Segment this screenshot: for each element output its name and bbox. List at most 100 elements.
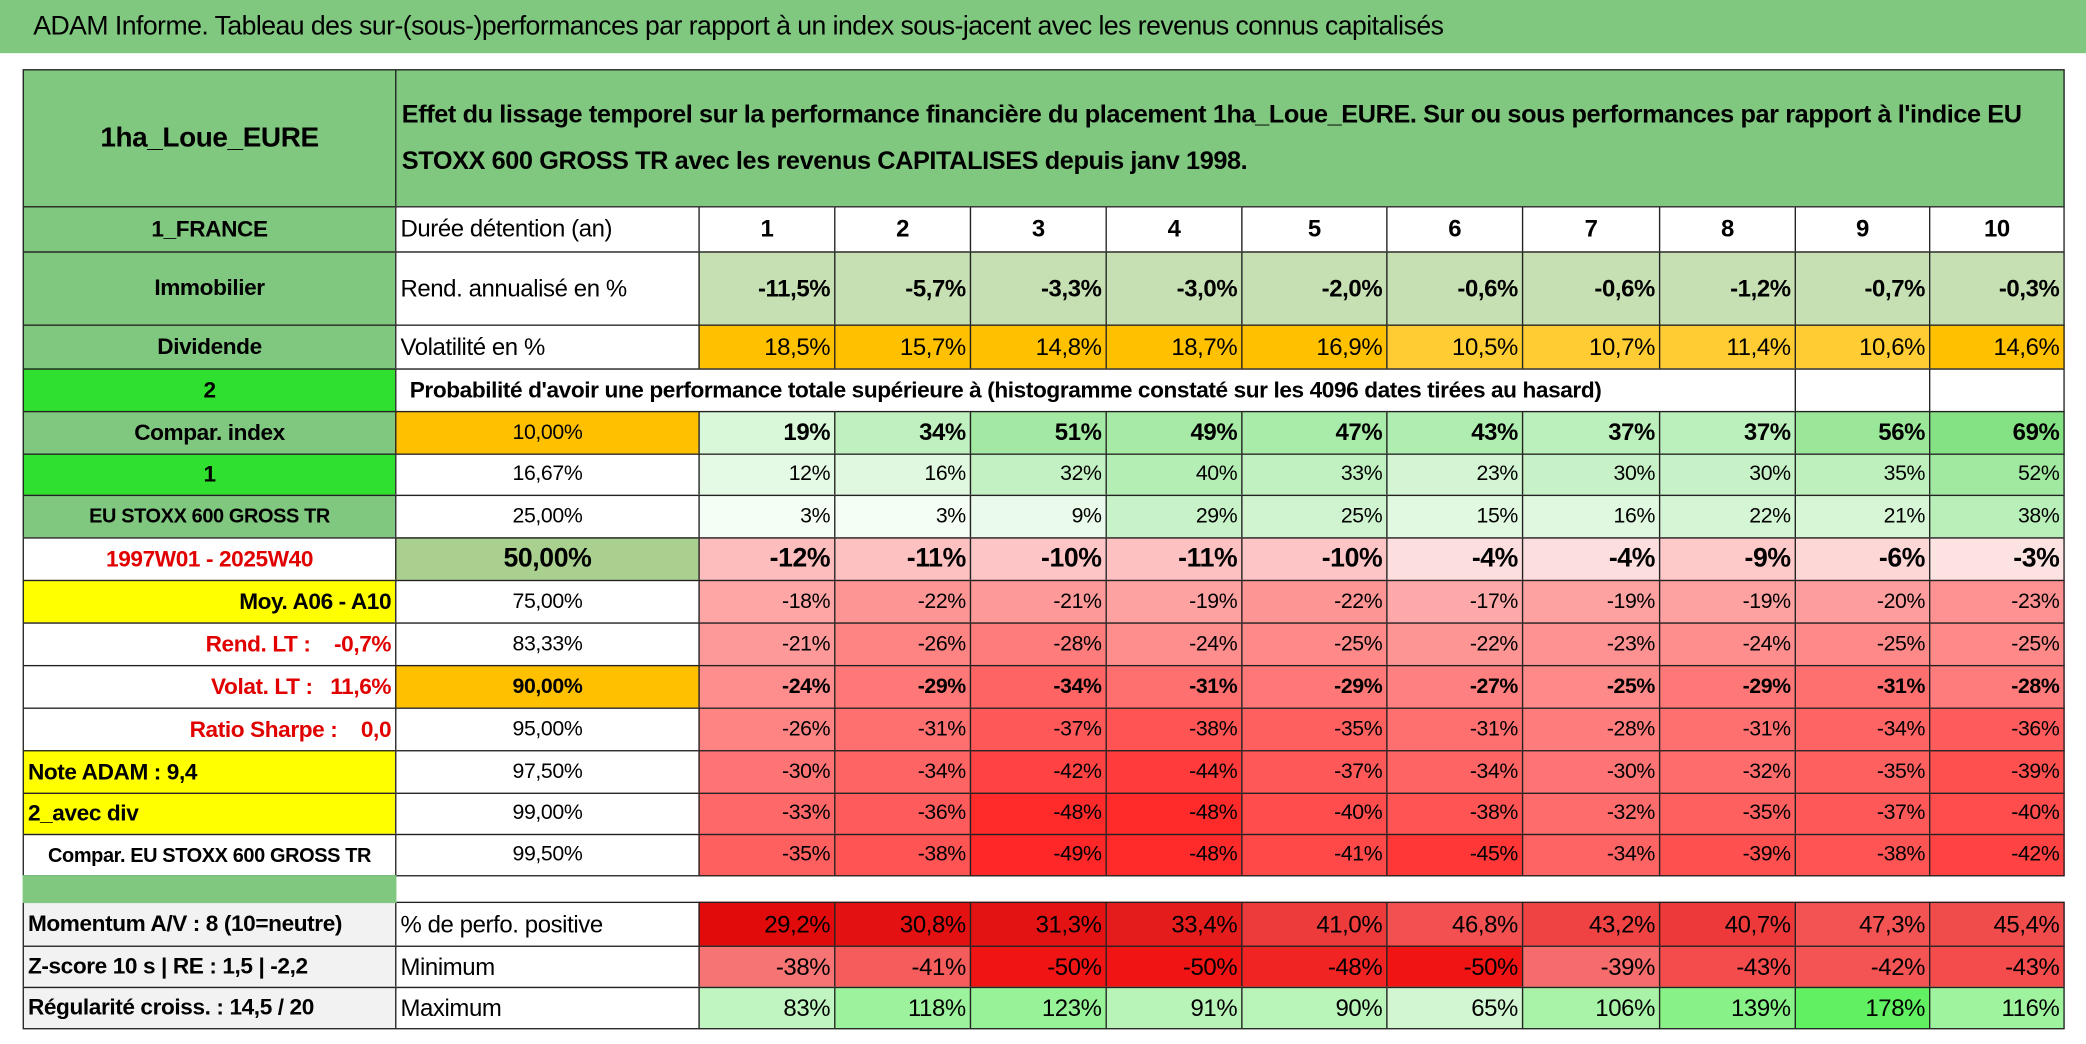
value-cell: -42% [969,750,1107,794]
value-cell: 9% [969,494,1107,539]
value-cell: -29% [834,664,972,709]
value-cell: 15% [1386,494,1524,539]
value-cell: 7 [1521,206,1661,253]
value-cell: -24% [698,664,836,709]
value-cell: 40% [1105,453,1243,497]
row-label: 2_avec div [22,792,397,836]
row-label: 1_FRANCE [22,206,397,253]
value-cell: -27% [1386,664,1524,709]
value-cell: -30% [1521,750,1661,794]
value-cell: -37% [969,707,1107,752]
value-cell: -38% [698,945,836,989]
value-cell: 14,8% [969,324,1107,370]
value-cell: -24% [1105,622,1243,667]
value-cell: 10,5% [1386,324,1524,370]
value-cell: 29% [1105,494,1243,539]
value-cell: -4% [1386,537,1524,582]
value-cell: -34% [969,664,1107,709]
value-cell: -38% [834,833,972,877]
value-cell: 31,3% [969,901,1107,947]
value-cell: -31% [1386,707,1524,752]
value-cell: 35% [1794,453,1931,497]
value-cell: -40% [1929,792,2065,836]
value-cell: 43% [1386,410,1524,455]
row-header: 97,50% [395,750,700,794]
value-cell: 118% [834,986,972,1030]
value-cell: 90% [1241,986,1388,1030]
row-label: Volat. LT : 11,6% [22,664,397,709]
row-label: 1 [22,453,397,497]
value-cell: -44% [1105,750,1243,794]
value-cell: 47,3% [1794,901,1931,947]
value-cell: -42% [1794,945,1931,989]
value-cell: -33% [698,792,836,836]
value-cell: -23% [1929,579,2065,624]
value-cell: -29% [1241,664,1388,709]
value-cell: 2 [834,206,972,253]
value-cell: 10 [1929,206,2065,253]
value-cell: -9% [1658,537,1796,582]
empty-cell [1929,368,2065,413]
row-header: 83,33% [395,622,700,667]
row-label: Immobilier [22,251,397,326]
value-cell: -19% [1658,579,1796,624]
value-cell: -22% [1241,579,1388,624]
row-header: 90,00% [395,664,700,709]
row-header: Maximum [395,986,700,1030]
value-cell: -39% [1521,945,1661,989]
value-cell: 8 [1658,206,1796,253]
value-cell: 3 [969,206,1107,253]
value-cell: -21% [698,622,836,667]
value-cell: 1 [698,206,836,253]
fund-name: 1ha_Loue_EURE [22,69,397,208]
value-cell: -3,3% [969,251,1107,326]
value-cell: -2,0% [1241,251,1388,326]
value-cell: 5 [1241,206,1388,253]
value-cell: 15,7% [834,324,972,370]
value-cell: -42% [1929,833,2065,877]
value-cell: -50% [1386,945,1524,989]
value-cell: -19% [1521,579,1661,624]
value-cell: 25% [1241,494,1388,539]
value-cell: 33,4% [1105,901,1243,947]
row-header: 50,00% [395,537,700,582]
value-cell: -28% [1929,664,2065,709]
value-cell: -0,3% [1929,251,2065,326]
value-cell: 46,8% [1386,901,1524,947]
row-header: 99,50% [395,833,700,877]
value-cell: -11,5% [698,251,836,326]
row-header: 10,00% [395,410,700,455]
row-header: 75,00% [395,579,700,624]
value-cell: -20% [1794,579,1931,624]
value-cell: -38% [1105,707,1243,752]
value-cell: -38% [1386,792,1524,836]
value-cell: -35% [1658,792,1796,836]
value-cell: 43,2% [1521,901,1661,947]
value-cell: 65% [1386,986,1524,1030]
value-cell: -30% [698,750,836,794]
value-cell: 38% [1929,494,2065,539]
value-cell: 37% [1521,410,1661,455]
value-cell: 30,8% [834,901,972,947]
value-cell: -0,7% [1794,251,1931,326]
row-label: Moy. A06 - A10 [22,579,397,624]
value-cell: -49% [969,833,1107,877]
value-cell: 178% [1794,986,1931,1030]
value-cell: 56% [1794,410,1931,455]
value-cell: 32% [969,453,1107,497]
value-cell: -26% [834,622,972,667]
value-cell: 116% [1929,986,2065,1030]
value-cell: 34% [834,410,972,455]
value-cell: -48% [1105,792,1243,836]
value-cell: -48% [1105,833,1243,877]
value-cell: 18,5% [698,324,836,370]
value-cell: 21% [1794,494,1931,539]
title-bar: ADAM Informe. Tableau des sur-(sous-)per… [0,0,2086,54]
section-header: Probabilité d'avoir une performance tota… [395,368,1796,413]
value-cell: 11,4% [1658,324,1796,370]
value-cell: 41,0% [1241,901,1388,947]
value-cell: 22% [1658,494,1796,539]
value-cell: -10% [969,537,1107,582]
row-label: Momentum A/V : 8 (10=neutre) [22,901,397,947]
